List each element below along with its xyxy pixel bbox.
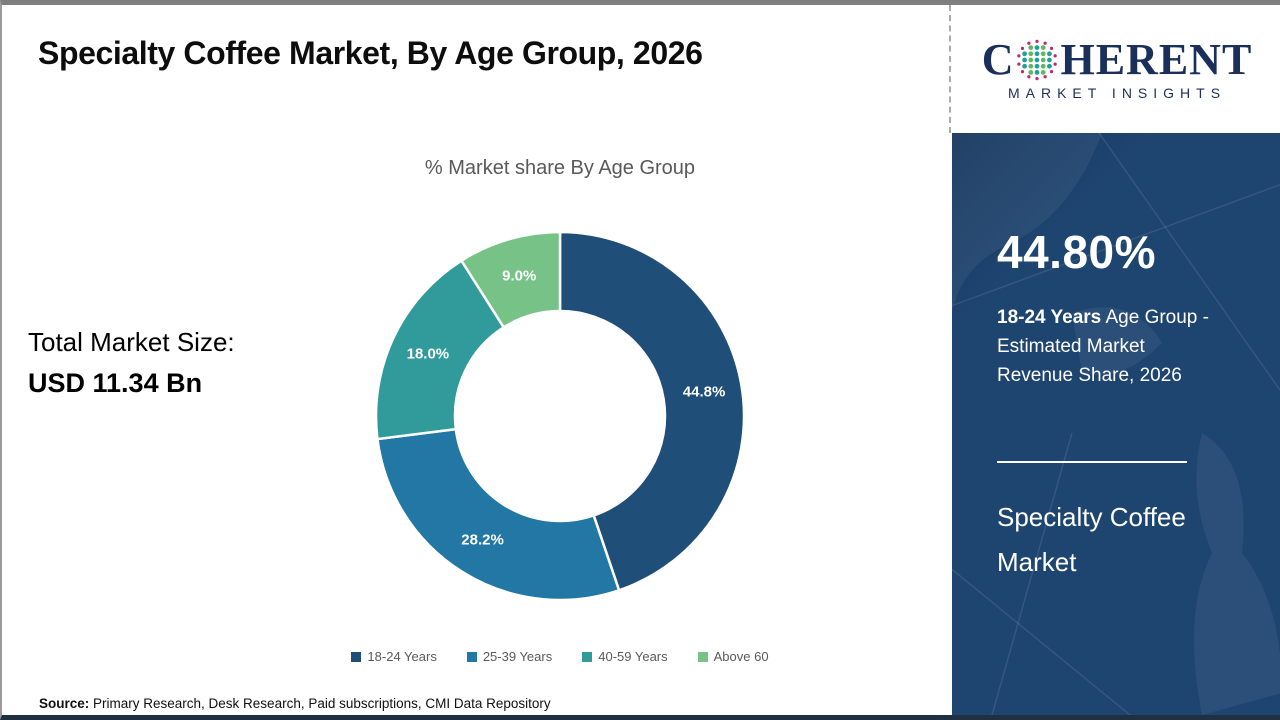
highlight-description-line1: 18-24 Years Age Group - [997, 303, 1227, 332]
total-market-size-label: Total Market Size: [28, 327, 235, 357]
legend-swatch-icon [466, 651, 477, 662]
legend-swatch-icon [582, 651, 593, 662]
highlight-desc-rest: Age Group - [1101, 307, 1209, 328]
brand-prefix: C [981, 34, 1015, 84]
brand-suffix: HERENT [1060, 34, 1253, 84]
legend-swatch-icon [697, 651, 708, 662]
highlight-age-group: 18-24 Years [997, 307, 1102, 328]
world-map-texture-icon [952, 133, 1280, 715]
slice-label-40-59-years: 18.0% [406, 345, 450, 363]
slice-label-18-24-years: 44.8% [682, 383, 726, 401]
donut-slice-40-59-years [374, 259, 505, 441]
legend-label: 40-59 Years [598, 649, 668, 664]
legend-label: Above 60 [713, 649, 769, 664]
total-market-size-block: Total Market Size: USD 11.34 Bn [28, 327, 235, 399]
logo-area: C HERENT MARKET INSIGHTS [952, 5, 1280, 133]
dotted-globe-icon [1017, 39, 1058, 80]
highlight-description-line3: Revenue Share, 2026 [997, 365, 1182, 386]
donut-chart [374, 230, 746, 602]
brand-logo: C HERENT [981, 34, 1253, 84]
highlight-description-line2: Estimated Market [997, 336, 1145, 357]
donut-slice-25-39-years [376, 427, 621, 602]
legend-item-25-39-years: 25-39 Years [466, 649, 553, 664]
slice-label-25-39-years: 28.2% [461, 531, 504, 549]
legend-label: 18-24 Years [367, 649, 437, 664]
legend-swatch-icon [351, 651, 362, 662]
slice-label-above-60: 9.0% [502, 267, 537, 285]
page-title: Specialty Coffee Market, By Age Group, 2… [38, 35, 703, 71]
source-line: Source: Primary Research, Desk Research,… [39, 696, 551, 711]
legend-item-40-59-years: 40-59 Years [582, 649, 668, 664]
legend-label: 25-39 Years [482, 649, 553, 664]
donut-slice-above-60 [460, 230, 562, 329]
highlight-percentage: 44.80% [997, 226, 1157, 278]
chart-title: % Market share By Age Group [424, 157, 696, 179]
panel-divider [997, 461, 1187, 463]
source-text: Primary Research, Desk Research, Paid su… [89, 696, 551, 711]
total-market-size-value: USD 11.34 Bn [28, 368, 203, 398]
highlight-description: 18-24 Years Age Group - Estimated Market… [997, 303, 1227, 390]
legend-item-above-60: Above 60 [697, 649, 769, 664]
brand-subtitle: MARKET INSIGHTS [1007, 84, 1227, 101]
highlight-panel: 44.80% 18-24 Years Age Group - Estimated… [952, 133, 1280, 715]
source-label: Source: [39, 696, 90, 711]
donut-slice-18-24-years [558, 230, 746, 592]
legend-item-18-24-years: 18-24 Years [351, 649, 437, 664]
report-name: Specialty Coffee Market [997, 502, 1186, 577]
chart-legend: 18-24 Years 25-39 Years 40-59 Years Above 6… [182, 649, 938, 664]
dashed-separator [949, 5, 951, 133]
